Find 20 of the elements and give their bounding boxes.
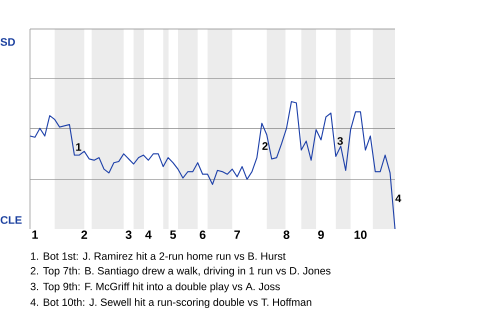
annotation: 1 (76, 143, 82, 151)
x-tick-label: 2 (81, 230, 88, 239)
x-tick-label: 1 (32, 230, 38, 239)
annotation: 3 (337, 137, 343, 145)
x-tick-label: 4 (145, 230, 152, 239)
text: 1. Bot 1st: J. Ramirez hit a 2-run home run vs B. Hurst (30, 252, 286, 260)
x-tick-label: 9 (318, 230, 324, 239)
x-tick-label: 10 (354, 230, 367, 239)
text: SD (0, 38, 15, 46)
text: 4 (395, 194, 402, 202)
x-tick-label: 8 (284, 230, 290, 239)
text: 2. Top 7th: B. Santiago drew a walk, driving in 1 run vs D. Jones (30, 266, 331, 277)
text: 3. Top 9th: F. McGriff hit into a double play vs A. Joss (30, 282, 280, 292)
text: CLE (0, 216, 22, 224)
x-tick-label: 3 (126, 230, 132, 240)
x-tick-label: 6 (200, 230, 206, 239)
annotation: 2 (262, 142, 268, 150)
x-tick-label: 7 (234, 230, 240, 239)
x-tick-label: 5 (170, 230, 176, 239)
text: 4. Bot 10th: J. Sewell hit a run-scoring double vs T. Hoffman (30, 298, 312, 308)
